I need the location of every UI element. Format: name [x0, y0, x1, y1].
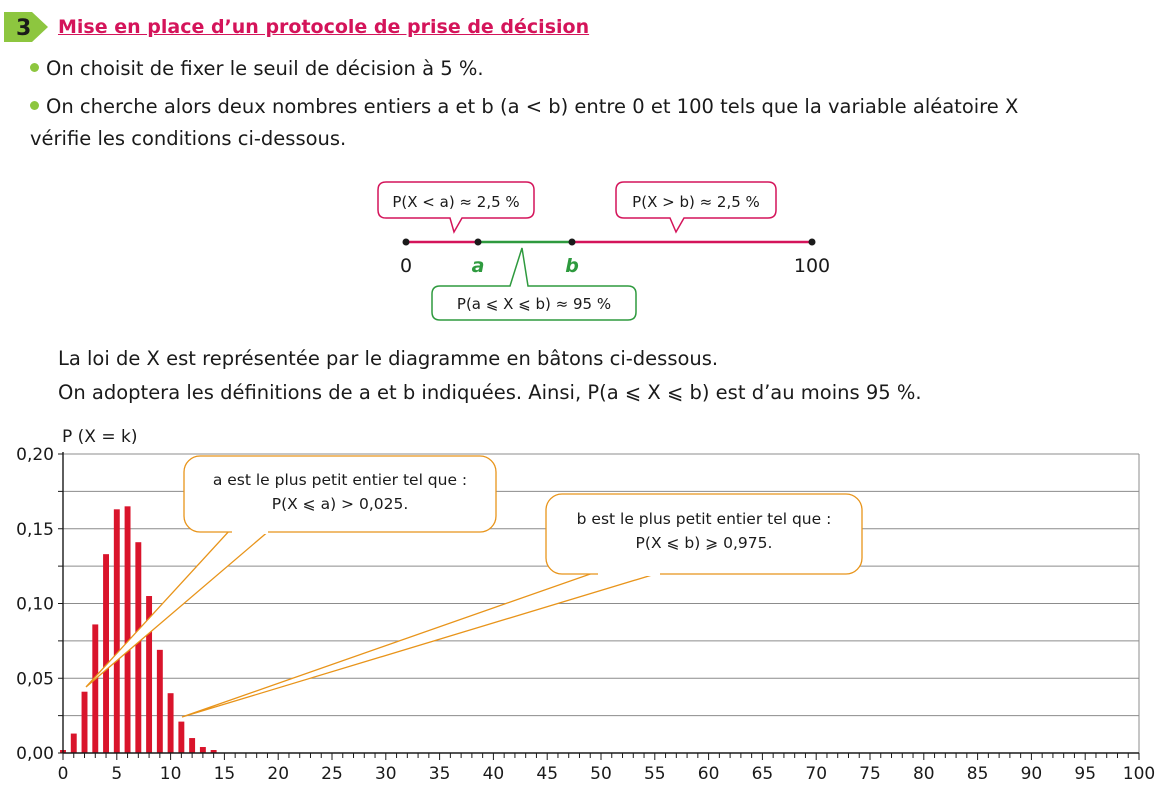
x-tick-label: 60 [698, 764, 720, 784]
x-tick-label: 20 [267, 764, 289, 784]
interval-scheme: P(X < a) ≈ 2,5 % P(X > b) ≈ 2,5 % 0 a b … [377, 181, 830, 321]
x-tick-label: 10 [160, 764, 182, 784]
text-line-2: On adoptera les définitions de a et b in… [58, 381, 922, 404]
bar [81, 691, 88, 753]
x-tick-label: 65 [752, 764, 774, 784]
y-tick-label: 0,20 [16, 445, 54, 465]
label-a: a [472, 255, 485, 277]
bar [210, 750, 217, 753]
callout-a-line2: P(X ⩽ a) > 0,025. [272, 495, 409, 513]
x-tick-label: 5 [111, 764, 122, 784]
bar [135, 542, 142, 753]
bullet-text-2: On cherche alors deux nombres entiers a … [46, 95, 1019, 118]
bubble-right-text: P(X > b) ≈ 2,5 % [632, 193, 760, 211]
bar [92, 624, 99, 753]
point-100 [808, 238, 816, 246]
bar [70, 733, 77, 753]
x-tick-label: 35 [429, 764, 451, 784]
text-line-1: La loi de X est représentée par le diagr… [58, 347, 719, 370]
chart-axes [58, 452, 1140, 760]
callout-b-line1: b est le plus petit entier tel que : [577, 510, 832, 528]
chart-tick-labels: 0 5 10 15 20 25 30 35 40 45 50 55 60 65 70 75 80 85 90 95 10… [16, 445, 1155, 784]
bullet-text-1: On choisit de fixer le seuil de décision… [46, 57, 484, 80]
x-tick-label: 70 [805, 764, 827, 784]
x-tick-label: 95 [1074, 764, 1096, 784]
callout-b: b est le plus petit entier tel que : P(X… [181, 493, 863, 718]
bar [167, 693, 174, 753]
x-tick-label: 85 [967, 764, 989, 784]
point-0 [402, 238, 410, 246]
bubble-middle: P(a ⩽ X ⩽ b) ≈ 95 % [431, 247, 637, 321]
x-tick-label: 90 [1021, 764, 1043, 784]
bar [146, 596, 153, 753]
x-tick-label: 0 [58, 764, 69, 784]
label-b: b [565, 255, 579, 277]
bullet-item-1: On choisit de fixer le seuil de décision… [30, 54, 484, 84]
x-tick-label: 80 [913, 764, 935, 784]
point-b [568, 238, 576, 246]
x-tick-label: 30 [375, 764, 397, 784]
section-number: 3 [16, 16, 31, 41]
y-tick-label: 0,05 [16, 669, 54, 689]
bullet-dot [30, 63, 39, 72]
section-number-badge: 3 [4, 12, 48, 42]
bubble-left-text: P(X < a) ≈ 2,5 % [392, 193, 519, 211]
y-axis-label: P (X = k) [62, 427, 137, 447]
y-tick-label: 0,15 [16, 520, 54, 540]
x-tick-label: 55 [644, 764, 666, 784]
x-tick-label: 75 [859, 764, 881, 784]
x-tick-label: 40 [483, 764, 505, 784]
callout-b-line2: P(X ⩽ b) ⩾ 0,975. [636, 534, 773, 552]
bar [199, 747, 206, 753]
x-tick-label: 25 [321, 764, 343, 784]
bubble-left: P(X < a) ≈ 2,5 % [377, 181, 535, 234]
bar [124, 506, 131, 753]
y-tick-label: 0,00 [16, 744, 54, 764]
bar [189, 738, 196, 753]
point-a [474, 238, 482, 246]
label-0: 0 [400, 255, 412, 277]
bubble-right: P(X > b) ≈ 2,5 % [615, 181, 777, 234]
chart-bars [60, 506, 217, 753]
section-title: Mise en place d’un protocole de prise de… [58, 16, 590, 38]
x-tick-label: 100 [1123, 764, 1155, 784]
bar [178, 721, 185, 753]
callout-a: a est le plus petit entier tel que : P(X… [85, 455, 497, 688]
bar [156, 649, 163, 753]
bullet-item-2: On cherche alors deux nombres entiers a … [30, 92, 1018, 122]
bullet-dot [30, 101, 39, 110]
x-tick-label: 15 [214, 764, 236, 784]
y-tick-label: 0,10 [16, 595, 54, 615]
bubble-middle-text: P(a ⩽ X ⩽ b) ≈ 95 % [457, 295, 611, 313]
bullet-text-2-continued: vérifie les conditions ci-dessous. [30, 127, 347, 150]
bar-chart: 0 5 10 15 20 25 30 35 40 45 50 55 60 65 70 75 80 85 90 95 10… [16, 427, 1155, 784]
x-tick-label: 50 [590, 764, 612, 784]
bar [103, 554, 109, 753]
callout-a-line1: a est le plus petit entier tel que : [213, 471, 467, 489]
label-100: 100 [794, 255, 830, 277]
bar [113, 509, 120, 753]
x-tick-label: 45 [536, 764, 558, 784]
